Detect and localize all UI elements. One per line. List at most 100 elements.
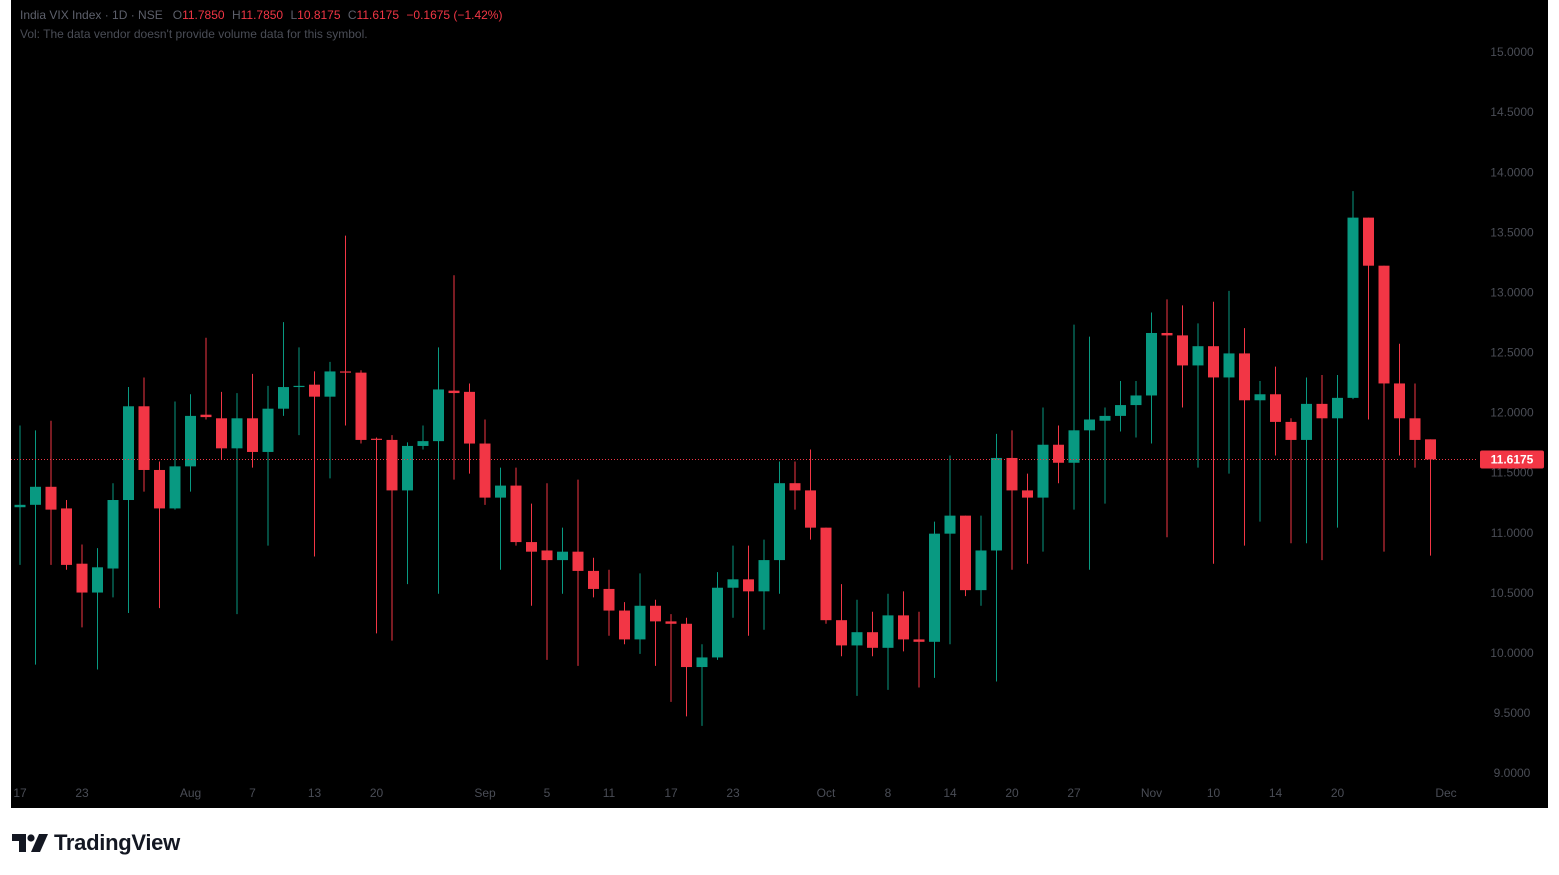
candle-body — [448, 390, 460, 394]
candle-body — [402, 445, 413, 491]
y-tick-label: 12.5000 — [1490, 346, 1534, 360]
candle-body — [92, 567, 103, 593]
candle-body — [1006, 457, 1018, 491]
candle-body — [231, 418, 243, 449]
candle-body — [1239, 353, 1250, 401]
candle-body — [1394, 383, 1405, 419]
candle-body — [479, 443, 491, 498]
candle-body — [789, 483, 801, 491]
candle-body — [1254, 394, 1266, 401]
candle-body — [1192, 346, 1204, 366]
candle-body — [944, 515, 956, 534]
volume-note: Vol: The data vendor doesn't provide vol… — [20, 27, 368, 41]
open-key: O — [172, 8, 183, 22]
candle-body — [805, 490, 816, 528]
candle-body — [526, 542, 537, 552]
candle-body — [1177, 335, 1188, 366]
y-tick-label: 10.5000 — [1490, 586, 1534, 600]
high-value: 11.7850 — [240, 8, 284, 22]
candle-body — [727, 579, 739, 588]
x-tick-label: 11 — [603, 786, 616, 800]
x-tick-label: 17 — [13, 786, 27, 800]
candle-body — [169, 466, 181, 509]
x-tick-label: 27 — [1067, 786, 1081, 800]
x-tick-label: Nov — [1141, 786, 1162, 800]
candle-body — [1099, 415, 1111, 421]
candle-body — [386, 439, 398, 491]
candle-body — [76, 563, 88, 593]
candle-body — [1037, 444, 1049, 498]
candle-body — [634, 605, 646, 640]
candle-body — [200, 414, 212, 418]
legend: India VIX Index · 1D · NSE O 11.7850 H 11.… — [20, 8, 506, 23]
candle-body — [665, 621, 677, 624]
x-tick-label: Aug — [180, 786, 201, 800]
candle-body — [1363, 217, 1374, 266]
candle-body — [991, 457, 1002, 551]
candle-body — [774, 483, 785, 561]
candle-body — [1115, 405, 1126, 416]
candle-body — [495, 485, 506, 498]
y-tick-label: 9.0000 — [1494, 766, 1531, 780]
x-tick-label: Sep — [474, 786, 496, 800]
chart-background — [11, 0, 1548, 808]
candle-body — [1130, 395, 1142, 406]
x-tick-label: 10 — [1207, 786, 1221, 800]
x-tick-label: 14 — [1269, 786, 1283, 800]
candle-body — [572, 551, 584, 571]
low-key: L — [290, 8, 298, 22]
candle-body — [464, 391, 475, 444]
brand-logo — [12, 834, 48, 852]
candle-body — [882, 615, 894, 648]
y-tick-label: 14.0000 — [1490, 165, 1534, 179]
candle-body — [154, 469, 165, 509]
candle-body — [1270, 394, 1281, 422]
candle-body — [1084, 419, 1095, 431]
x-tick-label: 20 — [1005, 786, 1019, 800]
candle-body — [1161, 332, 1173, 336]
candle-body — [61, 508, 72, 565]
candle-body — [30, 486, 41, 505]
candle-body — [247, 418, 258, 452]
candle-body — [340, 371, 351, 373]
candle-body — [1316, 403, 1328, 419]
candle-body — [541, 550, 553, 561]
candle-body — [820, 527, 832, 621]
high-key: H — [231, 8, 241, 22]
candle-body — [960, 515, 971, 591]
x-tick-label: 7 — [249, 786, 256, 800]
candle-body — [619, 610, 630, 640]
x-tick-label: 20 — [370, 786, 384, 800]
candle-body — [1022, 490, 1033, 498]
candle-body — [324, 371, 336, 397]
x-tick-label: 17 — [664, 786, 678, 800]
candle-body — [712, 587, 723, 658]
change: −0.1675 (−1.42%) — [406, 8, 503, 22]
candle-body — [371, 438, 382, 440]
low-value: 10.8175 — [297, 8, 341, 22]
y-tick-label: 14.5000 — [1490, 105, 1534, 119]
candle-body — [293, 385, 305, 388]
candle-body — [185, 415, 196, 467]
candle-body — [898, 615, 909, 640]
candle-body — [681, 623, 692, 668]
candle-body — [1332, 397, 1343, 419]
x-tick-label: Dec — [1435, 786, 1456, 800]
candle-body — [1068, 430, 1080, 463]
close-value: 11.6175 — [356, 8, 400, 22]
y-tick-label: 12.0000 — [1490, 406, 1534, 420]
candle-body — [758, 560, 770, 592]
x-tick-label: 23 — [726, 786, 740, 800]
candle-body — [45, 486, 57, 510]
candle-body — [975, 550, 987, 591]
candle-body — [1425, 439, 1436, 460]
brand-name: TradingView — [54, 830, 180, 855]
brand[interactable]: TradingView — [12, 828, 180, 858]
symbol: India VIX Index · 1D · NSE — [20, 8, 163, 22]
candle-body — [1208, 346, 1219, 378]
candle-body — [216, 418, 227, 449]
candle-body — [603, 588, 615, 611]
candle-body — [138, 406, 150, 470]
x-tick-label: 8 — [885, 786, 892, 800]
